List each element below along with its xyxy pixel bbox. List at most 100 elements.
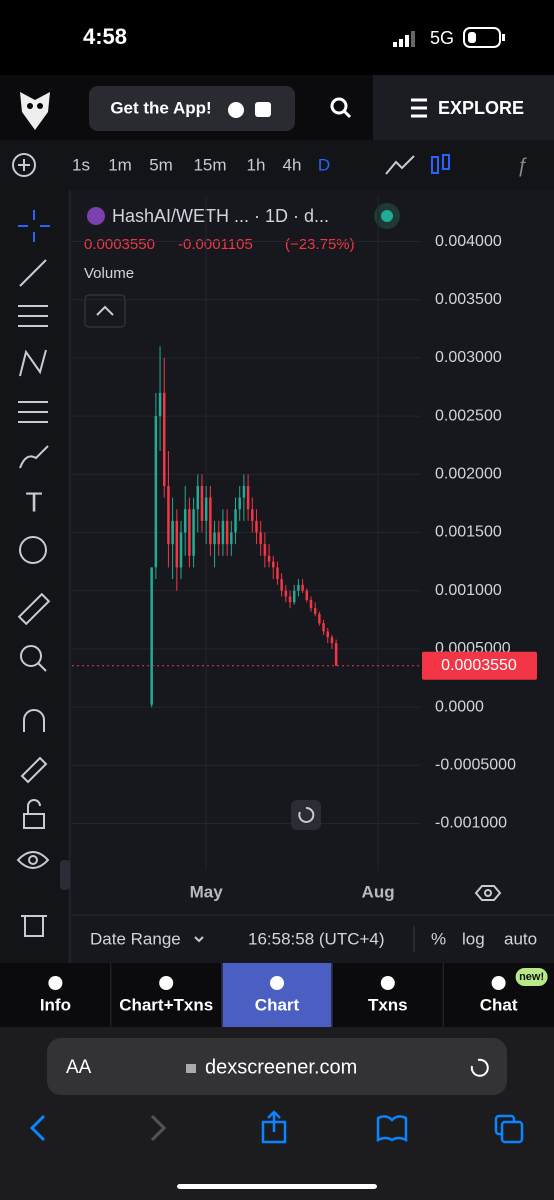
- signal: [393, 31, 415, 47]
- magnet-tool[interactable]: [23, 709, 45, 732]
- interval[interactable]: 15m: [193, 155, 226, 174]
- tab-label: Chat: [480, 995, 518, 1014]
- lock-tool[interactable]: [23, 799, 45, 829]
- candle-body: [217, 532, 221, 545]
- ruler-tool[interactable]: [17, 592, 51, 626]
- fib-tool[interactable]: [18, 305, 48, 327]
- app-button[interactable]: [89, 86, 295, 131]
- tab[interactable]: [222, 963, 332, 1027]
- volume-label: Volume: [84, 265, 134, 282]
- candle-body: [188, 509, 191, 556]
- search-icon[interactable]: [330, 97, 352, 119]
- visibility-tool[interactable]: [16, 851, 50, 869]
- candle-body: [179, 532, 183, 568]
- candle-body: [183, 509, 187, 533]
- add-indicator[interactable]: [12, 153, 36, 177]
- fx-icon[interactable]: ƒ: [516, 154, 527, 176]
- trendline-tool[interactable]: [19, 259, 47, 287]
- tab-label: Chart: [255, 995, 300, 1014]
- zoom-tool[interactable]: [20, 645, 47, 672]
- chevron: [96, 305, 114, 316]
- logo[interactable]: [20, 92, 50, 130]
- status-bar: [0, 0, 554, 75]
- candle-body: [242, 485, 246, 498]
- candle-body: [158, 392, 162, 417]
- home-indicator: [177, 1184, 377, 1189]
- candle-body: [175, 520, 179, 568]
- interval[interactable]: 1h: [247, 155, 266, 174]
- candle-body: [276, 567, 279, 580]
- line-tool[interactable]: [385, 155, 415, 175]
- interval[interactable]: 5m: [149, 155, 173, 174]
- candle-body: [263, 544, 267, 556]
- candle-body: [162, 392, 166, 486]
- settings-icon[interactable]: [474, 885, 502, 901]
- tab-label: Txns: [368, 995, 408, 1014]
- tab-badge: [515, 968, 548, 986]
- candle-body: [271, 561, 275, 568]
- tab[interactable]: [1, 963, 110, 1027]
- price: 0.0003550: [84, 236, 155, 253]
- date-range[interactable]: Date Range: [90, 929, 181, 948]
- candle-tool[interactable]: [431, 154, 450, 174]
- reset-button[interactable]: [291, 800, 321, 830]
- tab-label: Chart+Txns: [119, 995, 213, 1014]
- share-button[interactable]: [261, 1110, 287, 1144]
- y-tick-label: 0.001000: [435, 582, 502, 599]
- y-tick-label: 0.003000: [435, 349, 502, 366]
- prediction-tool[interactable]: [18, 401, 48, 423]
- candle-body: [192, 509, 195, 556]
- pattern-tool[interactable]: [19, 349, 47, 377]
- interval[interactable]: 1m: [108, 155, 132, 174]
- back-button[interactable]: [29, 1114, 46, 1142]
- log-toggle[interactable]: log: [462, 929, 485, 948]
- percent-toggle[interactable]: %: [431, 929, 446, 948]
- menu-icon[interactable]: [411, 98, 427, 118]
- auto-toggle[interactable]: auto: [504, 929, 537, 948]
- brush-tool[interactable]: [19, 445, 49, 469]
- url[interactable]: dexscreener.com: [205, 1056, 357, 1078]
- y-tick-label: 0.0000: [435, 698, 484, 715]
- crosshair-tool[interactable]: [18, 210, 50, 242]
- text-size[interactable]: AA: [66, 1057, 92, 1078]
- candle-body: [309, 600, 313, 609]
- interval[interactable]: 1s: [72, 155, 90, 174]
- reload-icon[interactable]: [470, 1058, 489, 1077]
- tab[interactable]: [111, 963, 221, 1027]
- interval[interactable]: 4h: [283, 155, 302, 174]
- collapse-legend[interactable]: [84, 294, 126, 328]
- emoji-tool[interactable]: [19, 536, 47, 564]
- last-price-box: [422, 651, 537, 680]
- url-bar[interactable]: [47, 1038, 507, 1095]
- candle-body: [213, 532, 216, 545]
- tab[interactable]: [333, 963, 443, 1027]
- forward-button[interactable]: [150, 1114, 167, 1142]
- lock-draw-tool[interactable]: [20, 756, 48, 784]
- y-tick-label: 0.002000: [435, 466, 502, 483]
- candle-body: [238, 497, 241, 510]
- y-tick-label: -0.001000: [435, 815, 507, 832]
- y-tick-label: 0.004000: [435, 233, 502, 250]
- x-tick-label: Aug: [362, 882, 395, 901]
- candle-body: [251, 509, 254, 521]
- candle-body: [230, 532, 233, 545]
- tab-icon: [159, 976, 174, 990]
- text-tool[interactable]: T: [25, 486, 42, 517]
- status-dot: [381, 210, 393, 222]
- candle-body: [330, 637, 334, 644]
- trash-tool[interactable]: [21, 915, 47, 937]
- candle-body: [267, 555, 271, 562]
- tab-icon: [270, 976, 284, 990]
- change-pct: (−23.75%): [285, 236, 355, 253]
- candle-body: [334, 643, 338, 666]
- change: -0.0001105: [178, 236, 253, 253]
- candle-body: [196, 485, 200, 510]
- tabs-button[interactable]: [494, 1114, 524, 1144]
- bookmarks-button[interactable]: [376, 1115, 408, 1143]
- candle-body: [292, 590, 296, 603]
- collapse-handle[interactable]: [60, 860, 70, 890]
- explore[interactable]: EXPLORE: [438, 98, 524, 118]
- interval[interactable]: D: [318, 155, 330, 174]
- battery: [463, 27, 505, 48]
